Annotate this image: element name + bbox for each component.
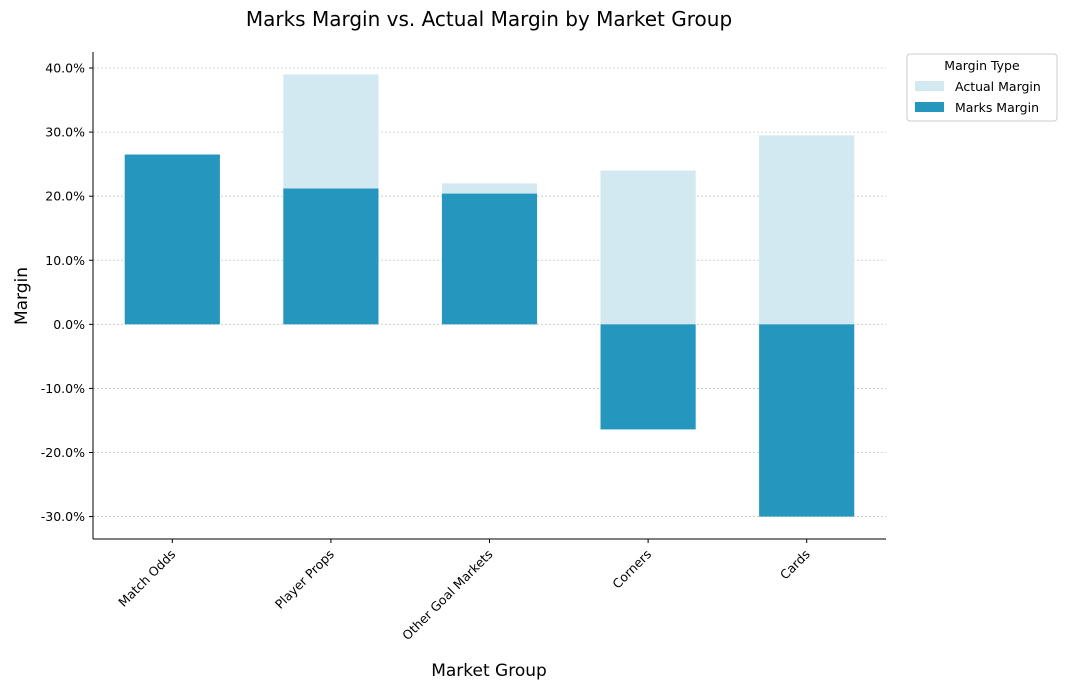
y-tick-label: -10.0% xyxy=(41,381,85,396)
bar-marks-margin xyxy=(759,324,855,517)
legend: Margin Type Actual Margin Marks Margin xyxy=(906,53,1058,122)
bar-marks-margin xyxy=(124,154,220,325)
y-tick-label: 20.0% xyxy=(45,189,85,204)
x-tick-label: Cards xyxy=(777,547,813,583)
y-tick-label: 10.0% xyxy=(45,253,85,268)
bars xyxy=(124,74,855,517)
x-tick-label: Corners xyxy=(609,547,654,592)
legend-swatch-marks-margin xyxy=(915,102,944,112)
legend-label-actual-margin: Actual Margin xyxy=(955,79,1041,94)
bar-actual-margin xyxy=(600,170,696,325)
y-tick-label: 0.0% xyxy=(53,317,85,332)
bar-actual-margin xyxy=(759,135,855,325)
y-ticks: -30.0% -20.0% -10.0% 0.0% 10.0% 20.0% 30.0% 40.… xyxy=(41,61,93,524)
y-tick-label: -30.0% xyxy=(41,509,85,524)
y-tick-label: 30.0% xyxy=(45,125,85,140)
y-tick-label: 40.0% xyxy=(45,61,85,76)
bar-marks-margin xyxy=(283,188,379,325)
x-tick-label: Match Odds xyxy=(115,547,178,610)
bar-marks-margin xyxy=(441,193,538,325)
legend-title: Margin Type xyxy=(944,58,1020,73)
y-axis-label: Margin xyxy=(12,267,32,325)
y-tick-label: -20.0% xyxy=(41,445,85,460)
bar-marks-margin xyxy=(600,324,696,430)
chart-title: Marks Margin vs. Actual Margin by Market… xyxy=(246,7,732,31)
x-axis-label: Market Group xyxy=(431,661,547,681)
legend-swatch-actual-margin xyxy=(915,81,944,91)
legend-box xyxy=(906,53,1058,122)
x-ticks: Match Odds Player Props Other Goal Markets… xyxy=(115,539,813,643)
x-tick-label: Other Goal Markets xyxy=(399,547,495,643)
legend-label-marks-margin: Marks Margin xyxy=(955,100,1039,115)
x-tick-label: Player Props xyxy=(272,547,337,612)
